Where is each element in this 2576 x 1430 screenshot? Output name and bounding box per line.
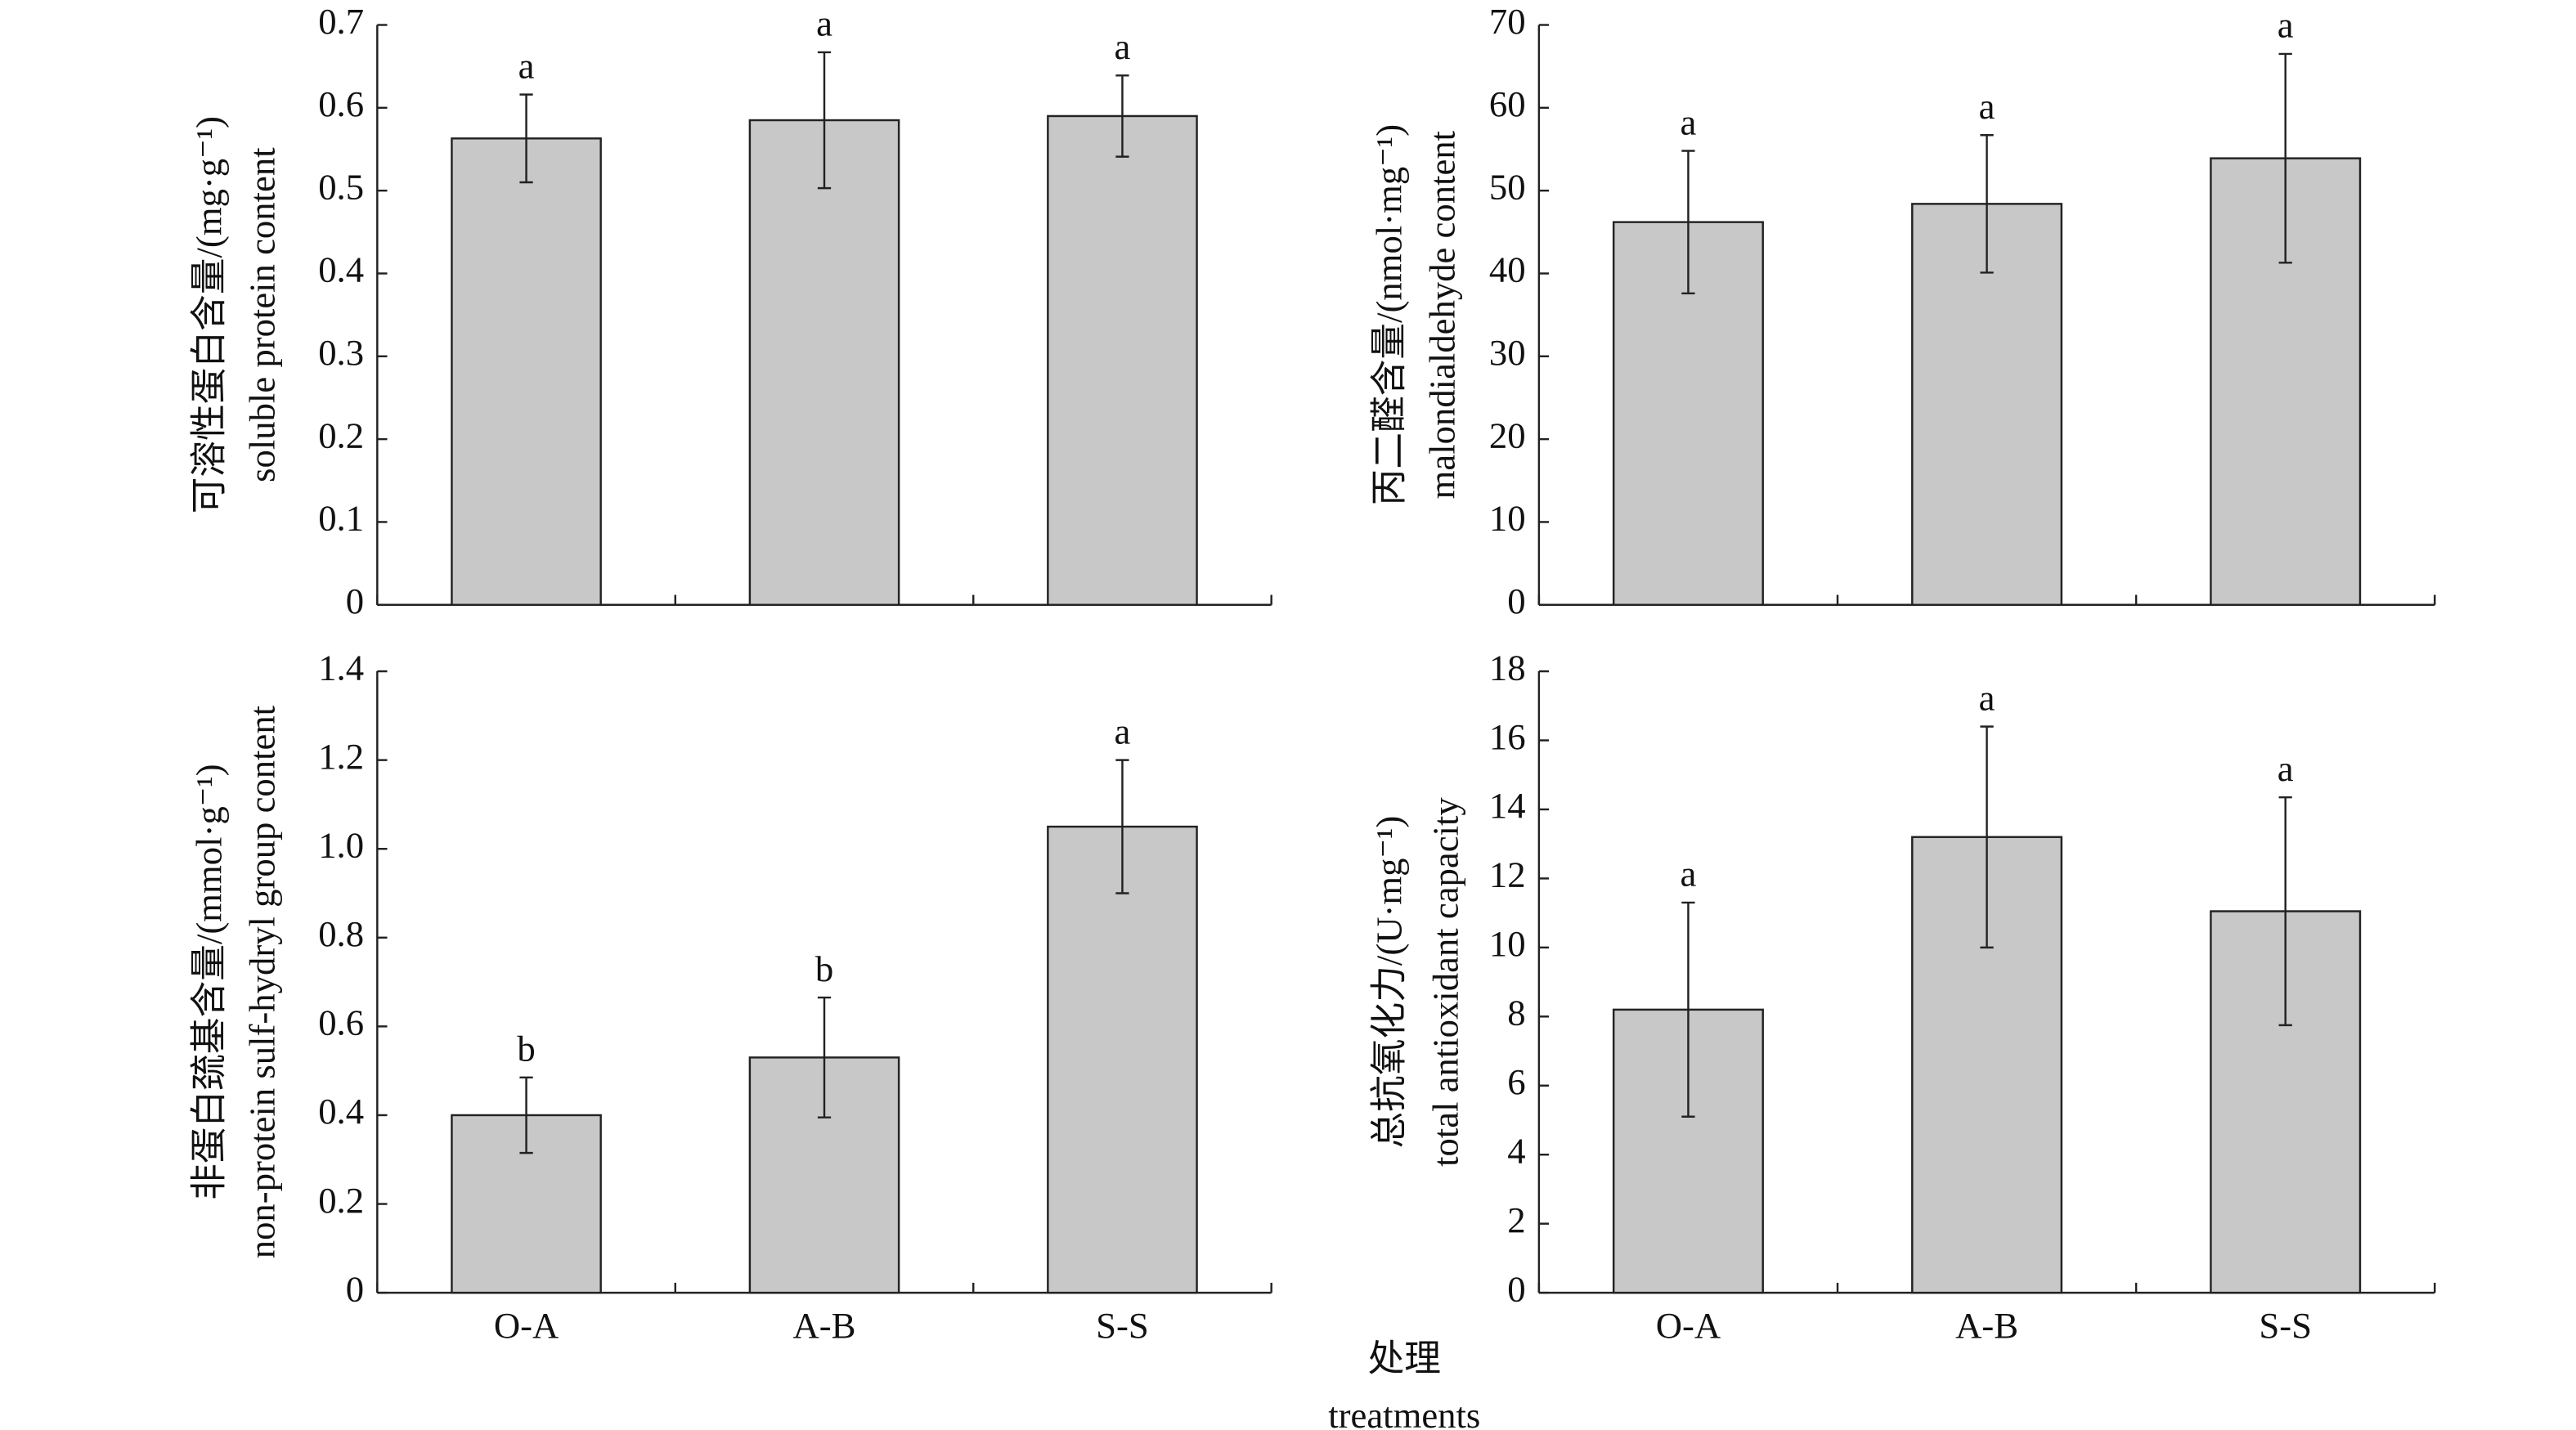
x-tick-label: O-A: [494, 1305, 559, 1346]
y-tick-label: 50: [1489, 166, 1526, 207]
y-tick-label: 2: [1507, 1199, 1525, 1240]
y-tick-label: 0.8: [318, 913, 364, 954]
significance-letter: a: [1979, 677, 1995, 718]
y-axis-title-en: soluble protein content: [241, 147, 282, 482]
y-tick-label: 0.2: [318, 415, 364, 455]
bar: [1047, 114, 1198, 606]
y-tick-label: 6: [1507, 1061, 1525, 1102]
significance-letter: a: [1979, 86, 1995, 127]
x-tick-label: A-B: [1955, 1305, 2018, 1346]
y-axis-title: 丙二醛含量/(nmol·mg⁻¹): [1368, 124, 1409, 505]
y-tick-label: 1.0: [318, 824, 364, 865]
y-tick-label: 0.4: [318, 1091, 364, 1132]
y-tick-label: 0.6: [318, 1002, 364, 1043]
significance-letter: a: [1681, 854, 1697, 894]
y-axis-title: 非蛋白巯基含量/(mmol·g⁻¹): [188, 764, 229, 1199]
bar: [748, 119, 900, 606]
y-axis-title-en: total antioxidant capacity: [1425, 797, 1465, 1167]
significance-letter: a: [2278, 748, 2294, 789]
y-tick-label: 0.6: [318, 83, 364, 124]
y-tick-label: 8: [1507, 993, 1525, 1033]
y-tick-label: 18: [1489, 647, 1526, 688]
bar: [451, 137, 602, 606]
y-tick-label: 30: [1489, 332, 1526, 373]
y-tick-label: 70: [1489, 1, 1526, 42]
y-tick-label: 0.1: [318, 498, 364, 539]
y-tick-label: 1.2: [318, 736, 364, 777]
y-tick-label: 0: [1507, 1268, 1525, 1309]
significance-letter: a: [518, 45, 535, 86]
significance-letter: b: [517, 1029, 535, 1069]
y-tick-label: 1.4: [318, 647, 364, 688]
y-tick-label: 0: [346, 1268, 364, 1309]
y-tick-label: 10: [1489, 498, 1526, 539]
y-axis-title: 可溶性蛋白含量/(mg·g⁻¹): [188, 116, 229, 513]
y-tick-label: 0.4: [318, 249, 364, 290]
y-tick-label: 0.5: [318, 166, 364, 207]
significance-letter: a: [1115, 711, 1131, 751]
y-axis-title-en: malondialdehyde content: [1421, 130, 1462, 499]
significance-letter: a: [816, 3, 832, 44]
bar: [1047, 825, 1198, 1294]
y-tick-label: 4: [1507, 1130, 1525, 1171]
x-tick-label: A-B: [793, 1305, 856, 1346]
y-axis-title: 总抗氧化力/(U·mg⁻¹): [1368, 816, 1409, 1149]
x-tick-label: S-S: [2259, 1305, 2312, 1346]
y-tick-label: 0.3: [318, 332, 364, 373]
y-tick-label: 10: [1489, 923, 1526, 964]
y-tick-label: 14: [1489, 785, 1526, 826]
y-tick-label: 60: [1489, 83, 1526, 124]
y-axis-title-en: non-protein sulf-hydryl group content: [241, 705, 282, 1258]
x-axis-title: 处理: [1368, 1338, 1441, 1379]
y-tick-label: 12: [1489, 854, 1526, 895]
y-tick-label: 20: [1489, 415, 1526, 455]
y-tick-label: 0.2: [318, 1180, 364, 1221]
significance-letter: a: [2278, 5, 2294, 46]
y-tick-label: 0.7: [318, 1, 364, 42]
y-tick-label: 16: [1489, 716, 1526, 757]
y-tick-label: 0: [1507, 581, 1525, 621]
significance-letter: b: [815, 948, 833, 989]
y-tick-label: 40: [1489, 249, 1526, 290]
x-tick-label: O-A: [1656, 1305, 1721, 1346]
x-axis-title-en: treatments: [1328, 1395, 1480, 1430]
significance-letter: a: [1115, 26, 1131, 67]
significance-letter: a: [1681, 101, 1697, 142]
y-tick-label: 0: [346, 581, 364, 621]
x-tick-label: S-S: [1096, 1305, 1149, 1346]
